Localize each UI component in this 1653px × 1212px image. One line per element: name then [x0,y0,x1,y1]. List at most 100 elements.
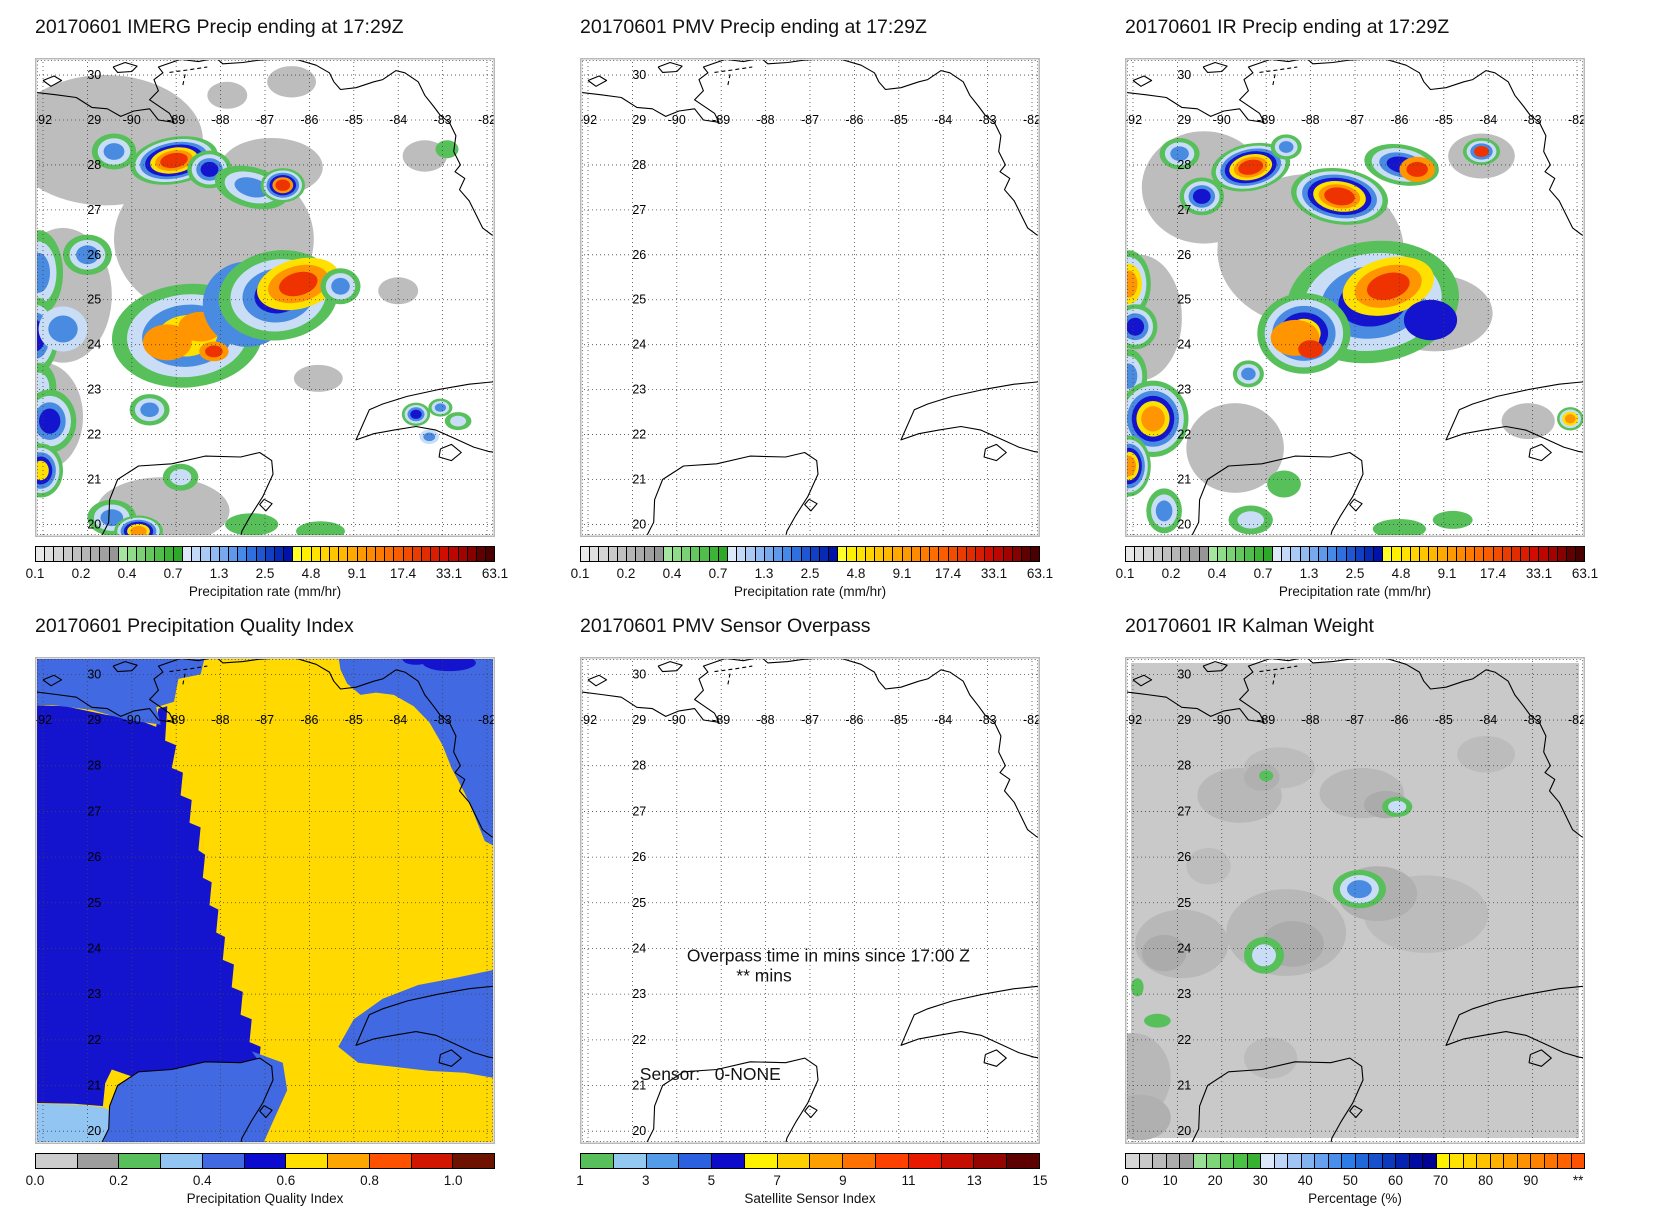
data-blob [1127,270,1138,298]
colorbar-cell [243,1154,286,1168]
lat-label: 25 [632,293,646,307]
colorbar-cell [1317,547,1328,561]
coastline [1445,985,1583,1059]
colorbar-cell [439,547,449,561]
colorbar-cell [1422,1154,1436,1168]
coastline [42,674,63,687]
colorbar-tick-label: 9.1 [892,566,912,581]
lat-label: 20 [87,517,101,531]
colorbar-tick-label: 33.1 [435,566,463,581]
colorbar-cell [1300,1154,1314,1168]
coastline [1202,661,1228,673]
map-annotation: Sensor: 0-NONE [640,1064,781,1084]
colorbar-cell [644,547,654,561]
colorbar-tick-label: 0 [1121,1173,1129,1188]
colorbar-tick-label: 40 [1297,1173,1313,1188]
colorbar-tick-label: 80 [1478,1173,1494,1188]
colorbar-cell [301,547,311,561]
lon-label: -86 [1390,113,1408,127]
lon-label: -88 [1302,713,1320,727]
data-blob [140,402,159,418]
data-blob [279,271,318,297]
colorbar-cell [466,547,476,561]
colorbar-tick-label: 70 [1433,1173,1449,1188]
colorbar-cell [984,547,994,561]
coastlines [37,60,493,535]
colorbar-cell [1489,1154,1503,1168]
colorbar-tick-label: 9 [839,1173,847,1188]
colorbar-cell [681,547,691,561]
map-frame [35,58,495,537]
colorbar-cell [616,547,626,561]
lon-label: -83 [1524,113,1542,127]
colorbar-cell [1272,547,1282,561]
data-blob [1127,363,1138,389]
colorbar-cell [800,547,810,561]
colorbar-cell [678,1154,712,1168]
colorbar-cell [1520,547,1530,561]
coastline [1349,1105,1363,1119]
data-blob [1406,161,1428,177]
colorbar-cell [108,547,118,561]
map-frame [580,58,1040,537]
data-blob [422,659,476,672]
colorbar-cell [402,547,412,561]
lat-label: 21 [1177,472,1191,486]
data-region [235,1051,288,1142]
colorbar-tick-label: 63.1 [1571,566,1599,581]
colorbar-cell [1354,547,1364,561]
coastline [259,1105,273,1119]
colorbar-cell [864,547,874,561]
coastline [1132,75,1153,87]
map-frame-dotted [582,659,1038,1142]
coastlines [1127,659,1583,1142]
colorbar-tick-label: 17.4 [934,566,962,581]
colorbar-cell [1409,547,1419,561]
lon-label: -84 [934,713,952,727]
coastline [1127,60,1583,236]
colorbar-cell [420,547,431,561]
colorbar-cell [1235,547,1245,561]
colorbar-cell [327,1154,369,1168]
colorbar-cell [818,547,829,561]
colorbar-cell [410,1154,453,1168]
colorbar-cell [1011,547,1021,561]
colorbar-cell [384,547,394,561]
data-region [103,1058,273,1142]
data-blob [1501,403,1555,440]
lon-label: -89 [712,113,730,127]
coastlines [582,659,1038,1142]
lat-label: 22 [87,428,101,442]
colorbar-cell [1483,547,1493,561]
data-blob [1347,880,1372,899]
lat-label: 20 [87,1124,101,1138]
lon-label: -89 [167,713,185,727]
coastline [900,381,1038,453]
colorbar-cell [374,547,385,561]
lat-label: 28 [87,158,101,172]
lat-label: 30 [1177,667,1191,681]
lon-label: -87 [801,713,819,727]
data-blob [1252,944,1276,967]
lat-label: 30 [1177,68,1191,82]
coastline [582,60,1038,236]
coastlines [37,659,493,1142]
coastline [587,674,608,687]
colorbar-cell [329,547,339,561]
colorbar-cell [743,1154,777,1168]
map-pmv-sensor-overpass: 20 21 22 23 24 25 26 27 28 29 30 -92 -90 -89 -88 -87 -86… [580,657,1040,1144]
colorbar-label: Precipitation rate (mm/hr) [733,584,887,599]
map-content [37,60,493,535]
lon-label: -89 [1257,113,1275,127]
data-blob [1259,770,1274,782]
lat-label: 23 [1177,383,1191,397]
panel-pmv-sensor-overpass: 20170601 PMV Sensor Overpass 20 21 22 23 24 2… [576,613,1047,1206]
colorbar-cell [1382,547,1392,561]
lat-label: 29 [87,113,101,127]
coastline [900,985,1038,1059]
lat-label: 30 [87,68,101,82]
lat-label: 26 [632,248,646,262]
colorbar-cell [1381,1154,1395,1168]
colorbar-imerg-precip: 0.1 0.2 0.4 0.7 1.3 2.5 4.8 9.1 17.4 33.1 63.1 Pre… [26,546,508,599]
